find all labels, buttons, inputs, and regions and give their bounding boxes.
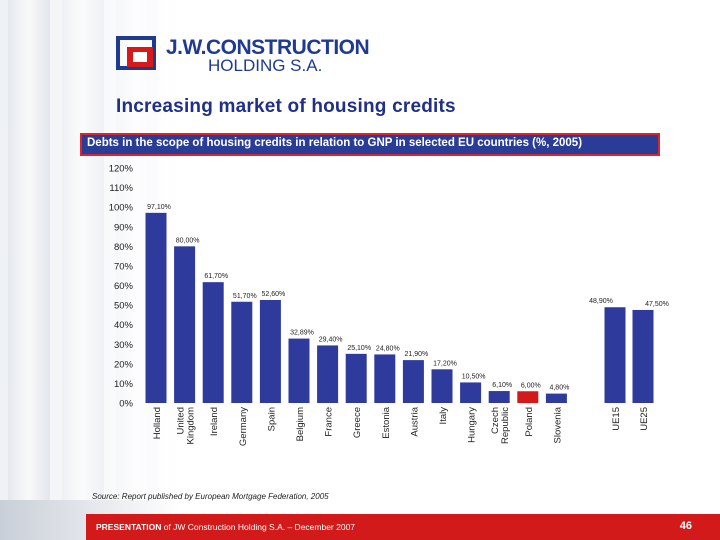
- category-label-line: Republic: [500, 407, 511, 444]
- category-label-line: Austria: [409, 406, 420, 436]
- bar: [545, 393, 567, 403]
- chart-title-bar: Debts in the scope of housing credits in…: [80, 133, 660, 156]
- bar: [374, 354, 396, 403]
- bar: [517, 391, 539, 403]
- category-label: France: [324, 407, 335, 437]
- data-label: 97,10%: [147, 204, 171, 211]
- category-label-line: UE15: [611, 407, 622, 431]
- bar: [402, 360, 424, 403]
- category-label-line: Czech: [490, 407, 501, 434]
- footer-text: PRESENTATION of JW Construction Holding …: [96, 522, 355, 532]
- category-label: UE15: [611, 407, 622, 431]
- chart-title: Debts in the scope of housing credits in…: [87, 137, 583, 149]
- y-tick-label: 40%: [114, 320, 134, 331]
- y-tick-label: 60%: [114, 281, 134, 292]
- category-label: Ireland: [209, 407, 220, 436]
- category-label: Italy: [438, 407, 449, 425]
- footer-bar: PRESENTATION of JW Construction Holding …: [86, 514, 720, 540]
- category-label-line: Kingdom: [186, 407, 197, 445]
- data-label: 6,00%: [521, 382, 541, 389]
- category-label-line: Estonia: [381, 406, 392, 438]
- category-label: Hungary: [467, 407, 478, 443]
- category-label: UE25: [639, 407, 650, 431]
- category-label-line: Belgium: [295, 407, 306, 441]
- data-label: 25,10%: [347, 345, 371, 352]
- data-label: 80,00%: [176, 237, 200, 244]
- category-label: Spain: [266, 407, 277, 431]
- category-label-line: United: [176, 407, 187, 434]
- category-label-line: Hungary: [467, 407, 478, 443]
- bar: [604, 307, 626, 403]
- y-tick-label: 10%: [114, 379, 134, 390]
- y-tick-label: 70%: [114, 261, 134, 272]
- category-label-line: Slovenia: [552, 406, 563, 443]
- y-tick-label: 80%: [114, 242, 134, 253]
- source-note: Source: Report published by European Mor…: [92, 492, 329, 501]
- y-tick-label: 110%: [109, 183, 133, 194]
- y-tick-label: 0%: [119, 399, 133, 410]
- footer-caption: of JW Construction Holding S.A. – Decemb…: [161, 522, 356, 532]
- data-label: 29,40%: [319, 336, 343, 343]
- category-label-line: Ireland: [209, 407, 220, 436]
- data-label: 6,10%: [492, 382, 512, 389]
- bar: [174, 246, 196, 403]
- category-label: Germany: [238, 407, 249, 446]
- data-label: 61,70%: [204, 273, 228, 280]
- slide-title: Increasing market of housing credits: [116, 96, 456, 117]
- y-tick-label: 30%: [114, 340, 134, 351]
- data-label: 17,20%: [433, 360, 457, 367]
- category-label: Austria: [409, 406, 420, 436]
- bar: [431, 369, 453, 403]
- page-number: 46: [679, 520, 692, 532]
- footer-prefix: PRESENTATION: [96, 522, 162, 532]
- bar: [231, 301, 253, 403]
- category-label-line: Germany: [238, 407, 249, 446]
- category-label-line: France: [324, 407, 335, 437]
- logo-name: J.W.CONSTRUCTION: [166, 36, 370, 59]
- data-label: 48,90%: [589, 298, 613, 305]
- data-label: 10,50%: [462, 373, 486, 380]
- y-tick-label: 120%: [109, 164, 134, 175]
- data-label: 52,60%: [262, 291, 286, 298]
- category-label: United Kingdom: [176, 407, 197, 445]
- category-label: Greece: [352, 407, 363, 438]
- y-tick-label: 20%: [114, 359, 134, 370]
- logo-subtitle: HOLDING S.A.: [208, 56, 323, 75]
- category-label-line: Holland: [152, 407, 163, 439]
- category-label: Holland: [152, 407, 163, 439]
- category-label: Czech Republic: [490, 407, 511, 444]
- bar: [145, 212, 167, 403]
- bar: [317, 345, 339, 403]
- bar: [288, 338, 310, 403]
- category-label-line: Italy: [438, 407, 449, 425]
- data-label: 4,80%: [549, 385, 569, 392]
- logo-mark-icon: [116, 36, 156, 70]
- data-label: 32,89%: [290, 330, 314, 337]
- category-label-line: Greece: [352, 407, 363, 438]
- category-label-line: Spain: [266, 407, 277, 431]
- category-label: Belgium: [295, 407, 306, 441]
- category-label: Poland: [524, 407, 535, 437]
- bar: [345, 353, 367, 403]
- y-tick-label: 100%: [109, 203, 134, 214]
- bar: [202, 282, 224, 403]
- y-tick-label: 90%: [114, 222, 134, 233]
- data-label: 21,90%: [405, 351, 429, 358]
- bar: [460, 382, 482, 403]
- category-label: Estonia: [381, 406, 392, 438]
- bar: [259, 299, 281, 403]
- bar: [632, 309, 654, 403]
- category-label-line: Poland: [524, 407, 535, 437]
- bar: [488, 391, 510, 403]
- category-label: Slovenia: [552, 406, 563, 443]
- y-tick-label: 50%: [114, 301, 134, 312]
- data-label: 24,80%: [376, 345, 400, 352]
- data-label: 47,50%: [645, 301, 669, 308]
- data-label: 51,70%: [233, 293, 257, 300]
- category-label-line: UE25: [639, 407, 650, 431]
